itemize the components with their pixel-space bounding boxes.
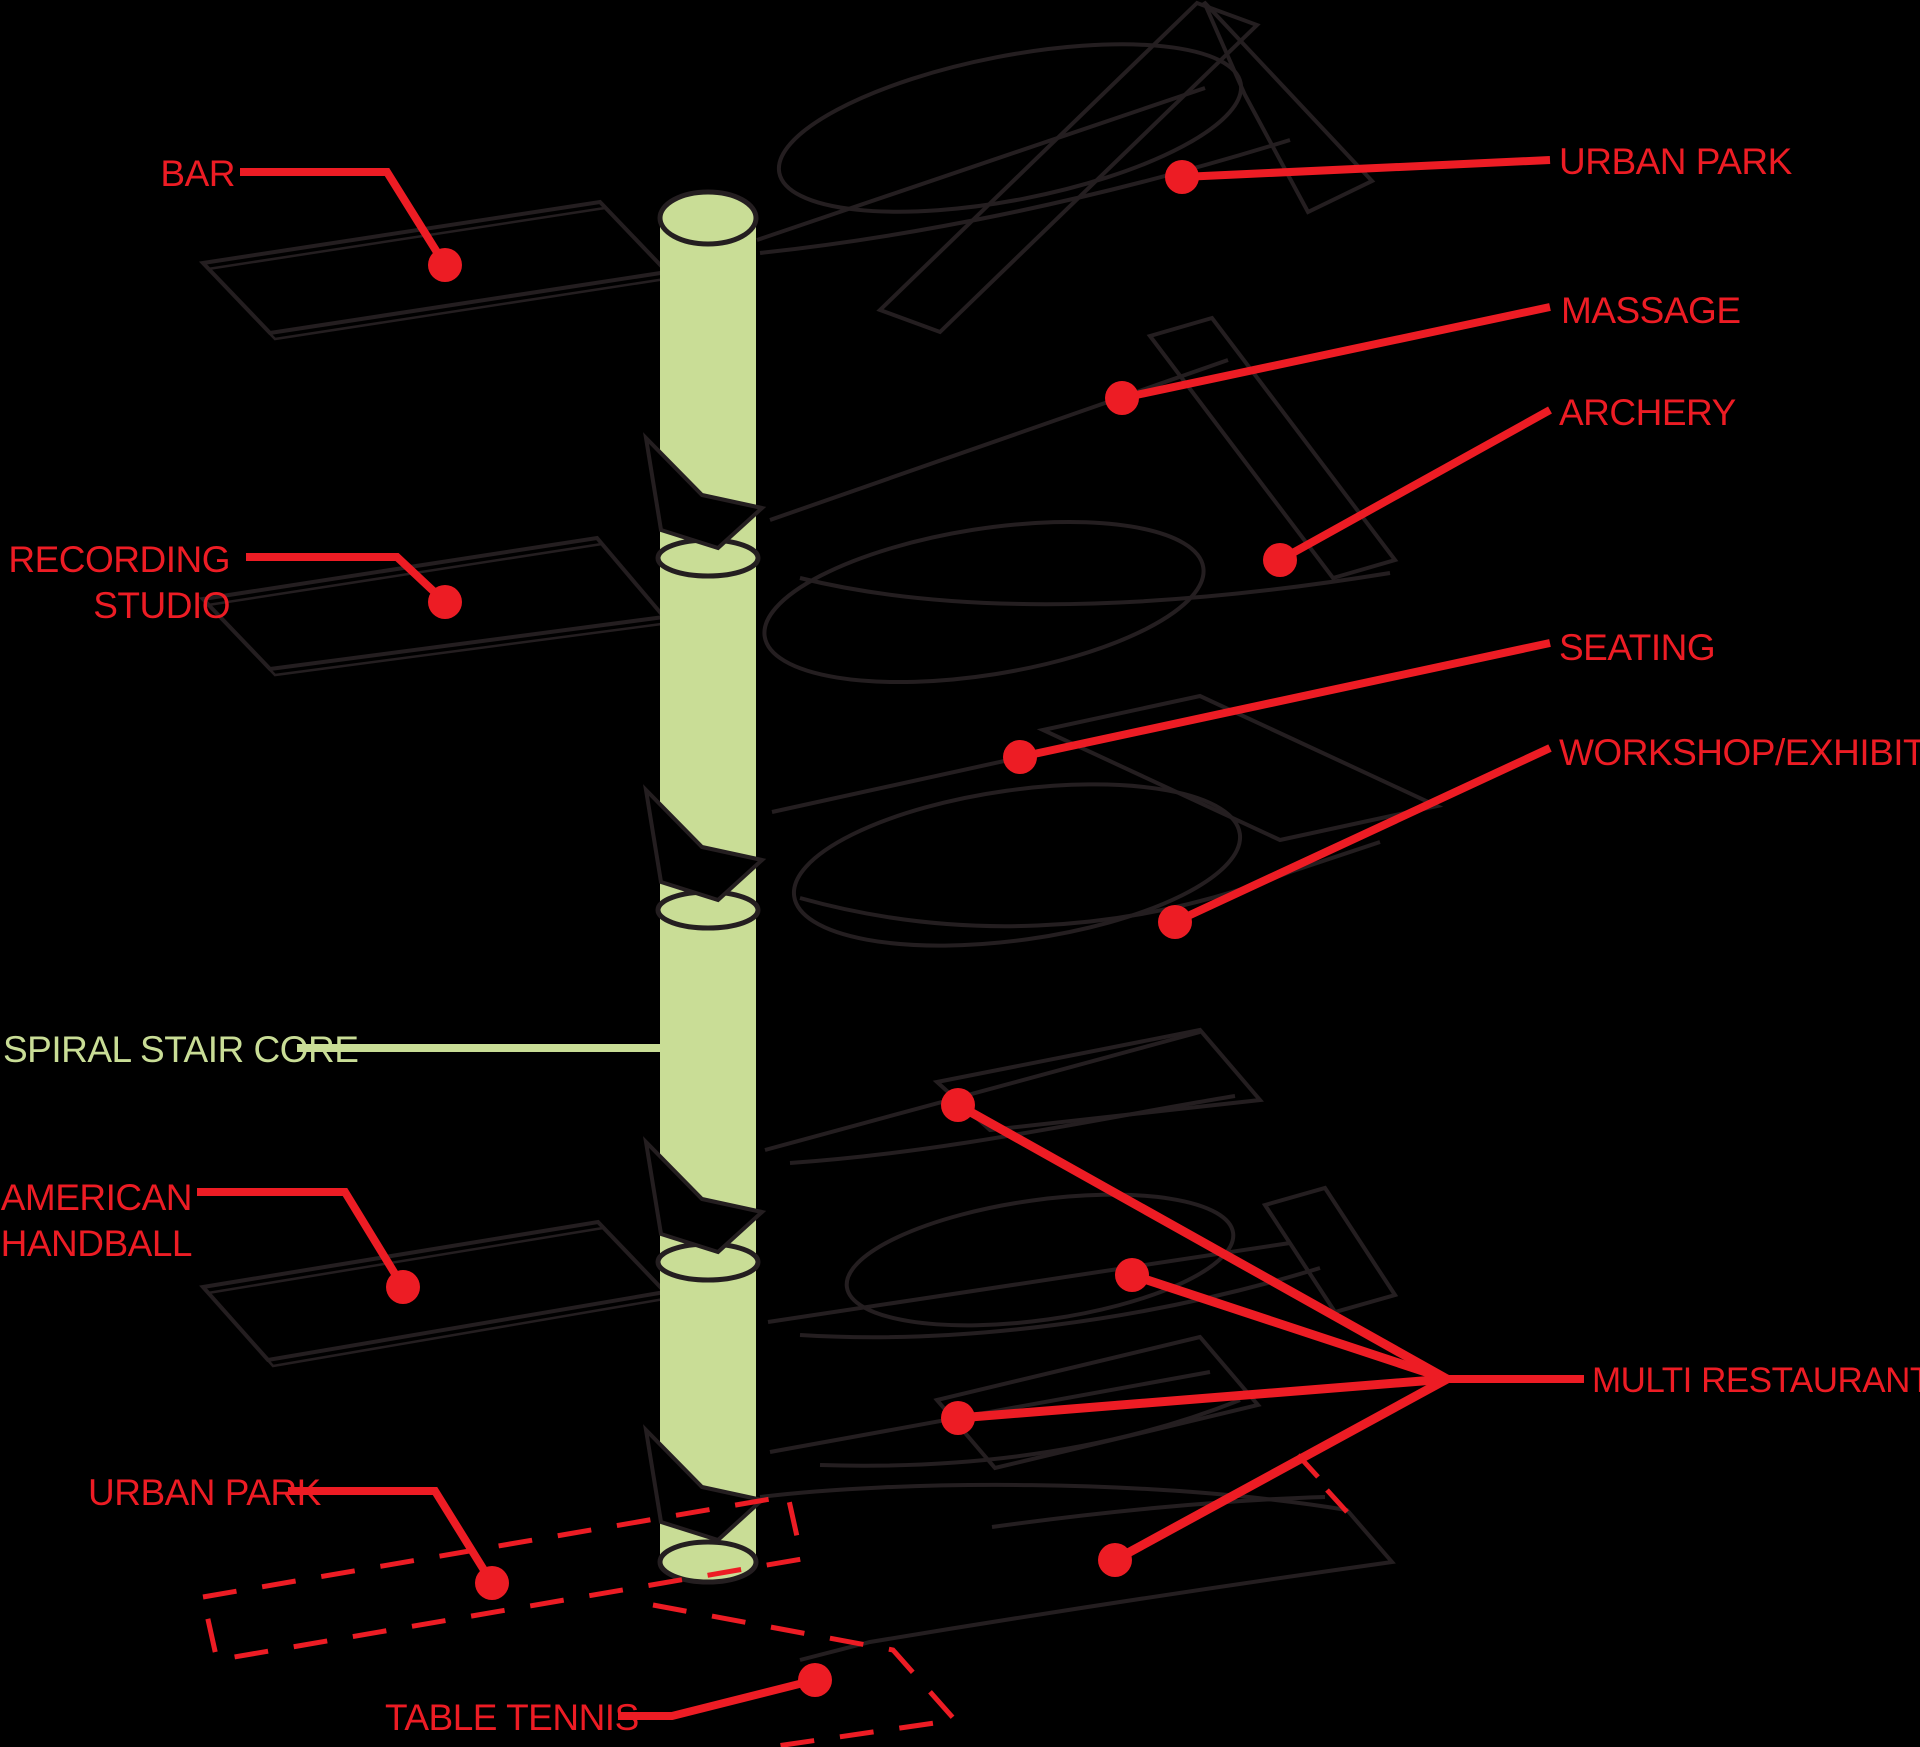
wing4a-end-plate (932, 1027, 1264, 1133)
table-tennis-dot (798, 1663, 832, 1697)
multi-restaurants-dot-2 (1115, 1258, 1149, 1292)
american-label-line1: AMERICAN (1, 1177, 193, 1218)
recording-label-line2: STUDIO (93, 585, 230, 626)
wing5-outline (759, 1482, 1396, 1662)
table-tennis-dashed-outline (652, 1602, 960, 1747)
wing5-inner-arc (991, 1495, 1326, 1529)
multi-restaurants-dot-4 (1098, 1543, 1132, 1577)
archery-dot (1263, 543, 1297, 577)
svg-text:URBAN PARK: URBAN PARK (88, 1472, 322, 1513)
stray-dash-2 (1325, 1488, 1349, 1514)
archery-label: ARCHERY (1559, 392, 1736, 433)
multi-restaurants-fan-3 (957, 1374, 1448, 1423)
wing2-lens (762, 519, 1206, 685)
table-tennis-label: TABLE TENNIS (385, 1697, 639, 1738)
svg-text:RECORDING: RECORDING (8, 539, 230, 580)
wing1-top-line (756, 86, 1206, 242)
svg-text:MASSAGE: MASSAGE (1561, 290, 1741, 331)
wing4b-bottom-curve (799, 1266, 1321, 1340)
stair-landing-notch-1 (643, 432, 767, 551)
workshop-exhibition-dot (1158, 905, 1192, 939)
massage-leader (1121, 303, 1551, 402)
svg-text:WORKSHOP/EXHIBITION: WORKSHOP/EXHIBITION (1559, 732, 1920, 773)
seating-label: SEATING (1559, 627, 1716, 668)
wing4a-top-line (764, 1030, 1201, 1152)
recording-label-line1: RECORDING (8, 539, 230, 580)
stair-landing-notch-4 (643, 1424, 767, 1543)
wing2-end-plate (1146, 315, 1399, 581)
svg-text:STUDIO: STUDIO (93, 585, 230, 626)
american-handball-leader (197, 1188, 407, 1290)
svg-text:AMERICAN: AMERICAN (1, 1177, 192, 1218)
workshop-exhibition-label: WORKSHOP/EXHIBITION (1559, 732, 1920, 773)
recording-studio-leader (246, 553, 448, 605)
svg-text:BAR: BAR (160, 153, 235, 194)
floor-wings-right (756, 0, 1444, 1662)
bar-label: BAR (160, 153, 235, 194)
multi-restaurants-dot-3 (941, 1401, 975, 1435)
seating-dot (1003, 740, 1037, 774)
recording-studio-dot (428, 585, 462, 619)
wing1-end-plate (1202, 0, 1376, 215)
workshop-exhibition-leader (1173, 744, 1552, 926)
core-top-ellipse (657, 189, 759, 247)
urban-park-top-leader (1181, 156, 1551, 181)
wing3-lens (791, 782, 1243, 948)
table-tennis-leader (618, 1676, 816, 1720)
wing4c-bottom-curve (819, 1398, 1241, 1468)
archery-leader (1278, 406, 1552, 564)
urban-park-bottom-dot (475, 1566, 509, 1600)
spiral-stair-core (643, 189, 767, 1585)
urban-park-top-label: URBAN PARK (1559, 141, 1793, 182)
massage-dot (1105, 381, 1139, 415)
svg-text:SPIRAL STAIR CORE: SPIRAL STAIR CORE (3, 1029, 358, 1070)
wing4b-end-plate (1261, 1185, 1399, 1315)
svg-text:TABLE TENNIS: TABLE TENNIS (385, 1697, 639, 1738)
svg-text:MULTI RESTAURANTS: MULTI RESTAURANTS (1592, 1361, 1920, 1400)
wing4b-top-line (767, 1241, 1291, 1324)
wing1-lens (776, 42, 1244, 214)
american-label-line2: HANDBALL (1, 1223, 193, 1264)
svg-text:HANDBALL: HANDBALL (1, 1223, 192, 1264)
multi-restaurants-fan-4 (1112, 1375, 1450, 1564)
wing1-bottom-curve (759, 138, 1291, 255)
wing1-crossing-plate (876, 0, 1261, 335)
wing3-bottom-curve (799, 840, 1381, 929)
seating-leader (1019, 639, 1551, 761)
urban-park-dashed-rect (199, 1493, 806, 1663)
stair-landing-notch-2 (643, 784, 767, 903)
spiral-stair-core-label: SPIRAL STAIR CORE (3, 1029, 359, 1070)
bar-dot (428, 248, 462, 282)
american-handball-dot (386, 1270, 420, 1304)
svg-text:ARCHERY: ARCHERY (1559, 392, 1736, 433)
stair-landing-notch-3 (643, 1136, 767, 1255)
urban-park-bottom-leader (288, 1487, 496, 1586)
multi-restaurants-label: MULTI RESTAURANTS (1592, 1361, 1920, 1400)
urban-park-top-dot (1165, 160, 1199, 194)
wing4c-end-plate (933, 1334, 1262, 1471)
svg-text:SEATING: SEATING (1559, 627, 1715, 668)
dashed-outlines (199, 1453, 1349, 1747)
bar-leader (240, 168, 449, 268)
callouts: BAR RECORDING STUDIO SPIRAL STAIR CORE A… (1, 141, 1920, 1738)
wing2-top-line (769, 358, 1229, 522)
wing4a-bottom-curve (789, 1094, 1236, 1165)
multi-restaurants-dot-1 (941, 1088, 975, 1122)
wing2-bottom-curve (799, 571, 1391, 607)
urban-park-bottom-label: URBAN PARK (88, 1472, 322, 1513)
wing3-hall-plate (1036, 693, 1444, 843)
wing4b-lens (844, 1192, 1236, 1328)
svg-text:URBAN PARK: URBAN PARK (1559, 141, 1793, 182)
multi-restaurants-fan-2 (1130, 1270, 1449, 1384)
multi-restaurants-fan-1 (955, 1101, 1450, 1383)
massage-label: MASSAGE (1561, 290, 1741, 331)
